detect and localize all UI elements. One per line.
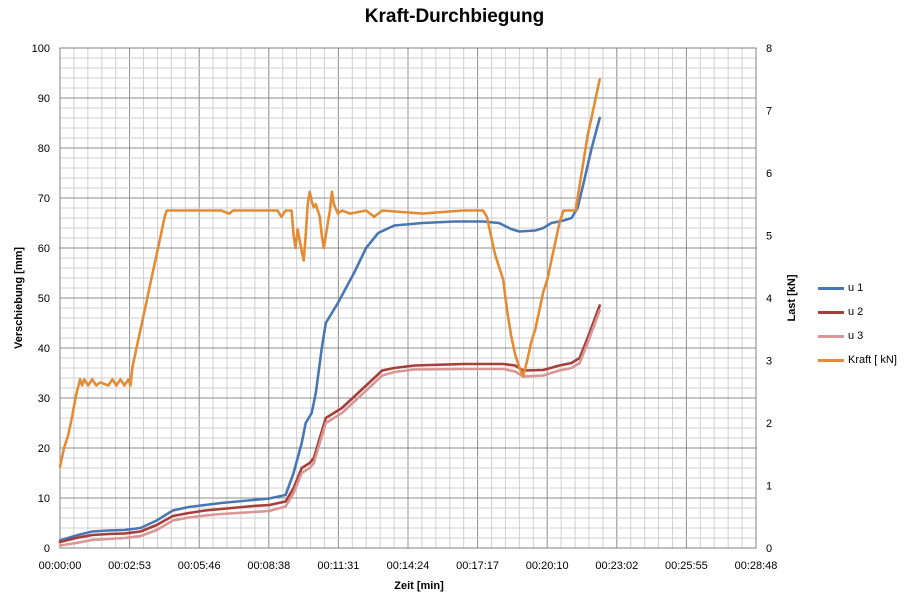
x-tick-label: 00:25:55 [665,560,708,572]
y-tick-label: 30 [38,393,50,405]
y-tick-label: 50 [38,293,50,305]
legend-swatch-u2 [818,310,844,314]
y2-tick-label: 8 [766,43,772,55]
legend-item-u2: u 2 [818,300,908,324]
y2-tick-label: 6 [766,168,772,180]
y2-tick-label: 4 [766,293,772,305]
axes: 0 10 20 30 40 50 60 70 80 90 100 0 1 2 3 4 5 6 7 8 00:00:00 0… [32,43,778,572]
y-tick-label: 100 [32,43,50,55]
x-tick-label: 00:00:00 [39,560,82,572]
y-tick-label: 10 [38,493,50,505]
y-tick-label: 0 [44,543,50,555]
x-tick-label: 00:17:17 [456,560,499,572]
legend-swatch-kraft [818,358,844,362]
grid [59,47,757,549]
y2-tick-label: 2 [766,418,772,430]
series-line-4 [58,78,601,469]
y2-axis-title: Last [kN] [786,274,798,321]
legend-swatch-u3 [818,334,844,338]
x-tick-label: 00:28:48 [735,560,778,572]
x-tick-label: 00:08:38 [247,560,290,572]
y2-tick-label: 5 [766,231,772,243]
y2-tick-label: 1 [766,481,772,493]
x-tick-label: 00:05:46 [178,560,221,572]
y-tick-label: 20 [38,443,50,455]
legend-label-u2: u 2 [848,306,864,318]
x-tick-label: 00:11:31 [317,560,359,572]
x-tick-label: 00:14:24 [387,560,430,572]
legend-label-kraft: Kraft [ kN] [848,354,897,366]
x-tick-label: 00:02:53 [108,560,151,572]
y-tick-label: 40 [38,343,50,355]
legend-item-kraft: Kraft [ kN] [818,348,908,372]
y-tick-label: 90 [38,93,50,105]
series-line-2 [58,304,601,544]
y-tick-label: 70 [38,193,50,205]
legend-label-u1: u 1 [848,282,864,294]
y-tick-label: 80 [38,143,50,155]
legend-item-u3: u 3 [818,324,908,348]
series-lines [58,78,601,547]
y2-tick-label: 0 [766,543,772,555]
legend: u 1 u 2 u 3 Kraft [ kN] [818,276,908,372]
legend-swatch-u1 [818,286,844,290]
plot-area-border [59,47,757,549]
y-axis-title: Verschiebung [mm] [13,247,25,349]
y2-tick-label: 7 [766,106,772,118]
x-tick-label: 00:20:10 [526,560,569,572]
legend-label-u3: u 3 [848,330,864,342]
series-line-1 [58,116,601,542]
y2-tick-label: 3 [766,356,772,368]
y-tick-label: 60 [38,243,50,255]
legend-item-u1: u 1 [818,276,908,300]
x-tick-label: 00:23:02 [595,560,638,572]
x-axis-title: Zeit [min] [394,580,444,592]
chart-title: Kraft-Durchbiegung [364,6,545,27]
